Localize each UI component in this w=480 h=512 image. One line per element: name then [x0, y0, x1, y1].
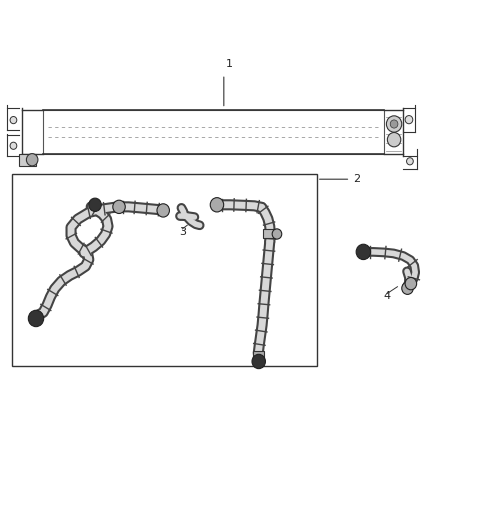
Circle shape	[10, 117, 17, 124]
Circle shape	[26, 154, 38, 166]
Circle shape	[89, 198, 101, 211]
Circle shape	[386, 116, 402, 132]
Bar	[12, 174, 317, 366]
Text: 4: 4	[384, 291, 391, 301]
Circle shape	[402, 282, 413, 294]
Circle shape	[387, 133, 401, 147]
Text: 2: 2	[353, 174, 360, 184]
Text: 3: 3	[179, 227, 186, 237]
Circle shape	[252, 354, 265, 369]
Bar	[263, 229, 277, 238]
Text: 1: 1	[226, 59, 232, 69]
Circle shape	[113, 200, 125, 214]
Circle shape	[390, 120, 398, 128]
Circle shape	[405, 116, 413, 124]
Circle shape	[407, 158, 413, 165]
Circle shape	[356, 244, 371, 260]
Circle shape	[28, 310, 44, 327]
Circle shape	[10, 142, 17, 150]
Circle shape	[157, 204, 169, 217]
Circle shape	[210, 198, 224, 212]
Circle shape	[405, 278, 417, 290]
Bar	[43, 110, 384, 154]
Circle shape	[272, 229, 282, 239]
Bar	[19, 154, 36, 166]
Bar	[253, 351, 264, 360]
